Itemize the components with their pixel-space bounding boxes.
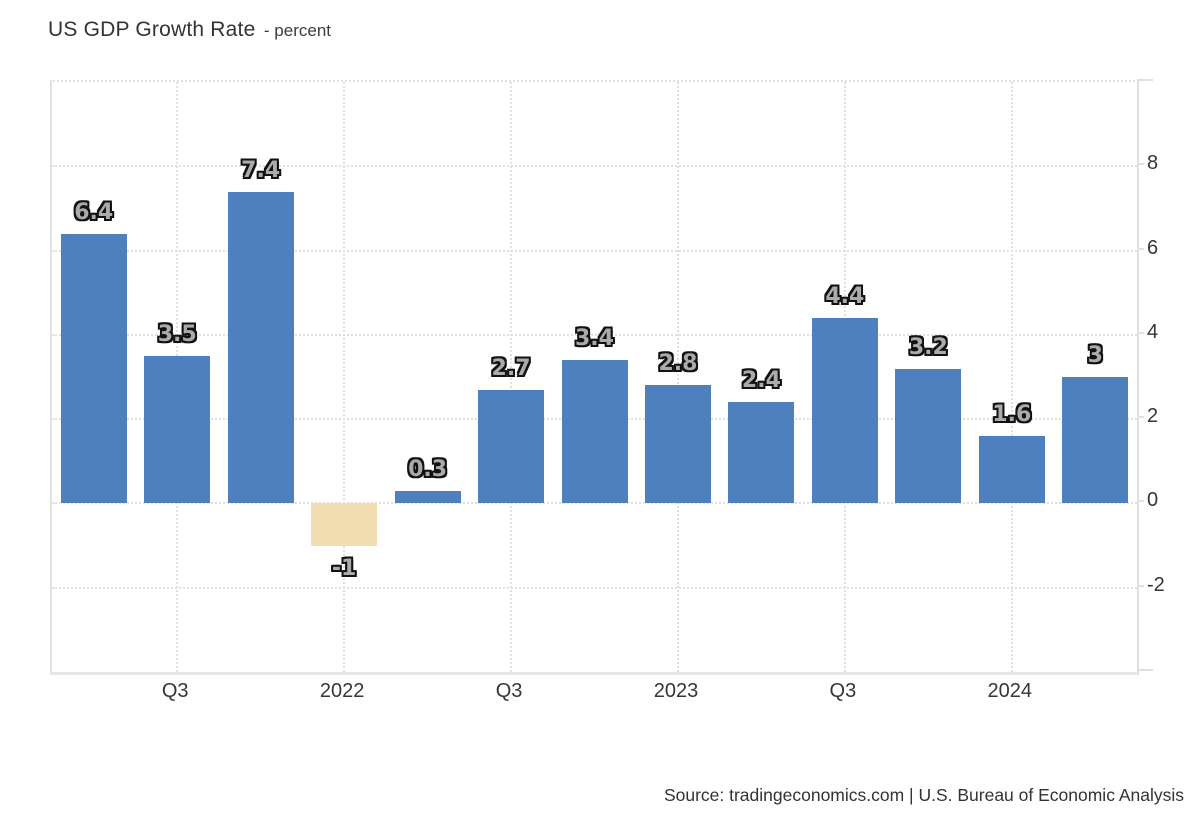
bar-3[interactable] (1062, 377, 1129, 504)
y-tick-label: -2 (1147, 573, 1165, 596)
bar-value-label: 1.6 (992, 402, 1032, 427)
bar-value-label: 6.4 (74, 199, 114, 225)
source-attribution: Source: tradingeconomics.com | U.S. Bure… (663, 785, 1184, 805)
bar-value-label: 7.4 (241, 157, 281, 183)
gridline-horizontal (52, 249, 1137, 252)
bar-value-label: 3.2 (908, 334, 948, 360)
y-axis-end-tick (1137, 669, 1153, 671)
bar-2.7[interactable] (478, 389, 545, 504)
gridline-vertical (1010, 82, 1013, 672)
bar-2.8[interactable] (644, 385, 711, 504)
gridline-vertical (676, 82, 679, 672)
bar-value-label: 3.4 (575, 326, 614, 352)
bar-7.4[interactable] (227, 191, 294, 504)
bar-value-label: 0.3 (408, 456, 448, 482)
bar-6.4[interactable] (60, 233, 127, 504)
bar-value-label: 3 (1087, 343, 1103, 368)
chart-subtitle: - percent (263, 21, 331, 40)
y-axis-end-tick (1137, 79, 1153, 81)
y-tick-mark (1137, 500, 1144, 503)
y-tick-label: 6 (1147, 236, 1159, 259)
bar-value-label: 2.7 (491, 355, 531, 381)
bar-4.4[interactable] (811, 318, 878, 504)
plot-area[interactable]: 6.4 3.5 7.4 -1 0.3 2.7 3.4 2.8 2.4 4.4 3.2 1.6 3 (50, 80, 1139, 675)
y-tick-mark (1137, 331, 1144, 334)
bar-3.4[interactable] (561, 360, 628, 504)
bar-value-label: 2.8 (658, 351, 698, 377)
y-tick-label: 0 (1147, 489, 1159, 512)
bar-value-label: 2.4 (741, 368, 781, 394)
bar-value-label: 3.5 (157, 321, 197, 347)
bar-0.3[interactable] (394, 490, 461, 504)
x-tick-label: Q3 (829, 680, 857, 702)
gridline-horizontal (52, 165, 1137, 168)
gridline-vertical (510, 82, 513, 672)
y-tick-mark (1137, 247, 1144, 250)
bar-value-label: -1 (331, 555, 357, 581)
bar-3.2[interactable] (895, 368, 962, 504)
bar-1.6[interactable] (978, 436, 1045, 504)
chart-title: US GDP Growth Rate (48, 18, 256, 41)
gridline-horizontal (52, 333, 1137, 336)
bar-2.4[interactable] (728, 402, 795, 504)
bar-3.5[interactable] (144, 355, 211, 504)
gridline-horizontal (52, 586, 1137, 589)
x-tick-label: Q3 (161, 680, 189, 702)
y-tick-label: 4 (1147, 320, 1159, 343)
y-tick-mark (1137, 416, 1144, 419)
x-tick-label: 2022 (319, 680, 365, 702)
bar--1[interactable] (311, 503, 378, 546)
x-tick-label: Q3 (495, 680, 523, 702)
chart-header: US GDP Growth Rate - percent (48, 18, 331, 42)
y-tick-mark (1137, 584, 1144, 587)
y-tick-mark (1137, 163, 1144, 166)
x-tick-label: 2024 (987, 680, 1033, 702)
x-tick-label: 2023 (653, 680, 699, 702)
gridline-vertical (343, 82, 346, 672)
y-tick-label: 2 (1147, 405, 1159, 428)
gridline-horizontal (52, 502, 1137, 505)
y-tick-label: 8 (1147, 152, 1159, 175)
bar-value-label: 4.4 (825, 284, 865, 309)
